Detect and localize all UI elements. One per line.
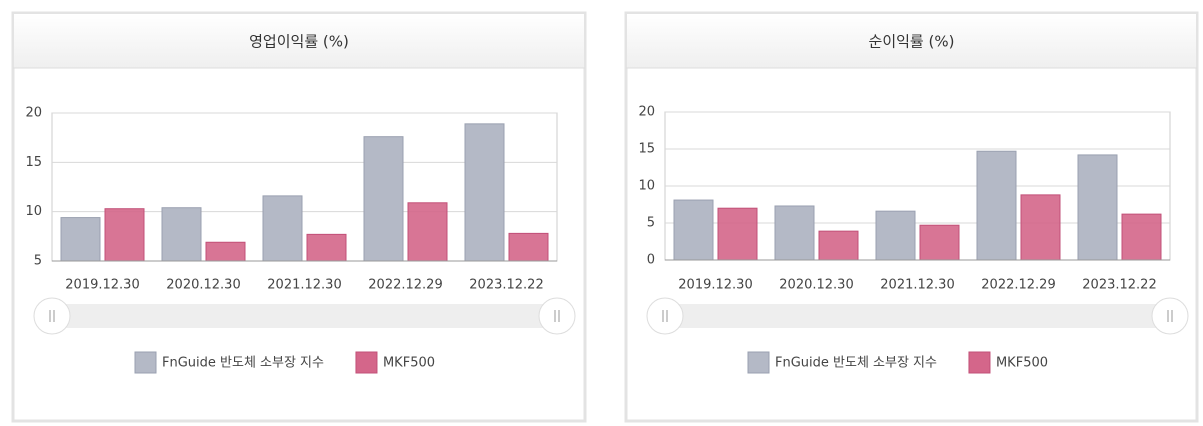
y-tick-label: 10 <box>25 204 42 219</box>
bar <box>262 195 303 262</box>
legend-label[interactable]: MKF500 <box>996 356 1048 371</box>
y-tick-label: 15 <box>638 142 655 157</box>
bar <box>1020 194 1061 261</box>
slider-handle[interactable] <box>646 297 684 335</box>
y-tick-label: 15 <box>25 155 42 170</box>
bar <box>673 199 714 261</box>
x-tick-label: 2020.12.30 <box>779 278 853 293</box>
slider-handle[interactable] <box>538 297 576 335</box>
x-tick-label: 2019.12.30 <box>678 278 752 293</box>
legend-swatch[interactable] <box>134 351 157 374</box>
x-tick-label: 2019.12.30 <box>65 278 139 293</box>
bar <box>161 207 202 262</box>
legend-label[interactable]: FnGuide 반도체 소부장 지수 <box>162 356 324 371</box>
bar <box>407 202 448 262</box>
y-tick-label: 5 <box>34 254 42 269</box>
bar <box>464 123 505 262</box>
slider-track <box>665 304 1170 328</box>
panel-header <box>14 14 584 68</box>
bar <box>60 217 101 262</box>
y-tick-label: 20 <box>638 105 655 120</box>
legend-label[interactable]: MKF500 <box>383 356 435 371</box>
x-tick-label: 2023.12.22 <box>1082 278 1156 293</box>
legend-swatch[interactable] <box>747 351 770 374</box>
bar <box>1121 213 1162 261</box>
bar <box>774 205 815 261</box>
bar <box>919 224 960 261</box>
x-tick-label: 2022.12.29 <box>981 278 1055 293</box>
legend-swatch[interactable] <box>968 351 991 374</box>
chart-title: 순이익률 (%) <box>869 33 955 51</box>
slider-handle[interactable] <box>1151 297 1189 335</box>
bar <box>363 136 404 262</box>
legend-swatch[interactable] <box>355 351 378 374</box>
bar <box>818 230 859 261</box>
bar <box>1077 154 1118 261</box>
bar <box>205 241 246 262</box>
legend-label[interactable]: FnGuide 반도체 소부장 지수 <box>775 356 937 371</box>
bar <box>104 208 145 262</box>
chart-title: 영업이익률 (%) <box>249 33 349 51</box>
y-tick-label: 0 <box>647 253 655 268</box>
y-tick-label: 10 <box>638 179 655 194</box>
x-tick-label: 2020.12.30 <box>166 278 240 293</box>
slider-track <box>52 304 557 328</box>
slider-handle[interactable] <box>33 297 71 335</box>
y-tick-label: 5 <box>647 216 655 231</box>
bar <box>875 210 916 261</box>
x-tick-label: 2021.12.30 <box>880 278 954 293</box>
y-tick-label: 20 <box>25 106 42 121</box>
x-tick-label: 2022.12.29 <box>368 278 442 293</box>
bar <box>508 232 549 262</box>
x-tick-label: 2021.12.30 <box>267 278 341 293</box>
bar <box>717 207 758 261</box>
panel-header <box>627 14 1196 68</box>
bar <box>976 150 1017 261</box>
x-tick-label: 2023.12.22 <box>469 278 543 293</box>
bar <box>306 233 347 262</box>
